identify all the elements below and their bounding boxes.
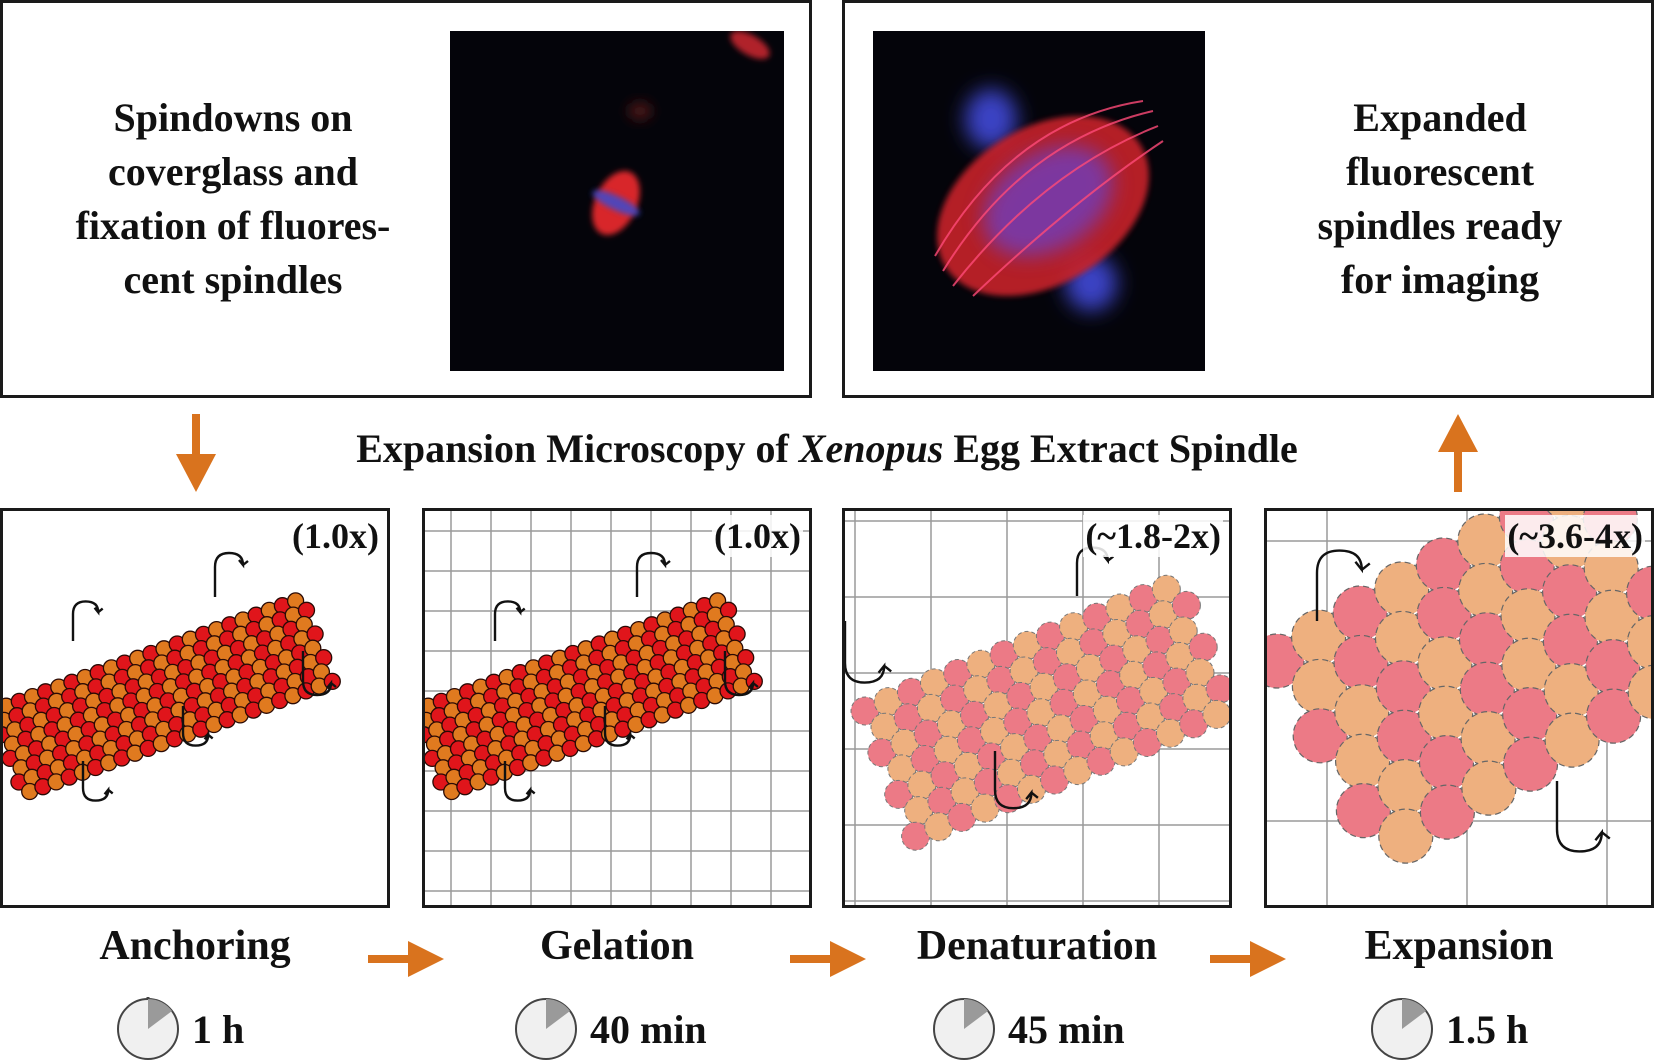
duration-value: 45 min: [1008, 1006, 1125, 1052]
protein-bead: [728, 625, 746, 643]
expanded-spindle-micrograph: [873, 31, 1205, 371]
duration-expansion: 1.5 h: [1370, 994, 1528, 1064]
expanded-line-2: fluorescent: [1345, 149, 1535, 194]
duration-anchoring: 1 h: [116, 994, 244, 1064]
right-arrow-icon: [1210, 941, 1286, 977]
expansion-factor-expansion: (~3.6-4x): [1505, 515, 1645, 557]
anchor-hook-icon: [723, 651, 759, 697]
anchor-hook-icon: [635, 551, 671, 597]
panel-expansion: (~3.6-4x): [1264, 508, 1654, 908]
title-prefix: Expansion Microscopy of: [356, 426, 799, 471]
panel-denaturation: (~1.8-2x): [842, 508, 1232, 908]
spindle-beads: [850, 574, 1229, 851]
duration-value: 40 min: [590, 1006, 707, 1052]
anchor-hook-icon: [181, 706, 214, 747]
protein-bead: [1627, 664, 1651, 720]
expansion-factor-denaturation: (~1.8-2x): [1083, 515, 1223, 557]
protein-bead: [1202, 699, 1229, 729]
anchor-hook-icon: [993, 751, 1039, 810]
protein-bead: [719, 601, 738, 619]
down-arrow-icon: [176, 414, 216, 492]
fixation-line-2: coverglass and: [108, 149, 358, 194]
fixation-line-1: Spindowns on: [113, 95, 353, 140]
step-label-denaturation: Denaturation: [916, 923, 1158, 969]
duration-value: 1 h: [192, 1006, 245, 1052]
duration-value: 1.5 h: [1446, 1006, 1529, 1052]
expanded-line-3: spindles ready: [1317, 203, 1563, 248]
anchor-hook-icon: [81, 761, 114, 802]
protein-bead: [737, 649, 755, 667]
denaturation-illustration: [845, 511, 1229, 905]
title-suffix: Egg Extract Spindle: [943, 426, 1298, 471]
step-label-expansion: Expansion: [1364, 923, 1554, 969]
anchor-hook-icon: [1555, 781, 1611, 853]
protein-bead: [1544, 712, 1600, 768]
fixation-box: Spindowns on coverglass and fixation of …: [0, 0, 812, 398]
protein-bead: [1292, 708, 1348, 764]
expanded-description: Expanded fluorescent spindles ready for …: [1245, 91, 1635, 307]
protein-bead: [1586, 688, 1642, 744]
protein-bead: [1502, 736, 1559, 792]
clock-icon: [1371, 998, 1433, 1060]
panel-anchoring: (1.0x): [0, 508, 390, 908]
fixation-line-4: cent spindles: [123, 257, 343, 302]
fixation-line-3: fixation of fluores-: [75, 203, 391, 248]
clock-icon: [117, 997, 179, 1060]
spindle-beads: [1267, 511, 1651, 864]
anchor-hook-icon: [1315, 549, 1371, 621]
anchor-hook-icon: [71, 600, 104, 641]
duration-denaturation: 45 min: [932, 994, 1125, 1064]
anchoring-illustration: [3, 551, 341, 802]
fixation-description: Spindowns on coverglass and fixation of …: [33, 91, 433, 307]
expanded-line-4: for imaging: [1340, 257, 1540, 302]
step-label-gelation: Gelation: [540, 923, 694, 969]
figure-title: Expansion Microscopy of Xenopus Egg Extr…: [0, 425, 1654, 472]
protein-bead: [306, 625, 324, 643]
anchor-hook-icon: [213, 551, 249, 597]
protein-bead: [1188, 632, 1218, 662]
step-label-anchoring: Anchoring: [99, 923, 291, 969]
protein-bead: [297, 601, 316, 619]
duration-gelation: 40 min: [514, 994, 707, 1064]
gelation-illustration: [425, 511, 809, 905]
up-arrow-icon: [1438, 414, 1478, 492]
expanded-result-box: Expanded fluorescent spindles ready for …: [842, 0, 1654, 398]
anchor-hook-icon: [493, 600, 526, 641]
anchor-hook-icon: [603, 706, 636, 747]
panel-gelation: (1.0x): [422, 508, 812, 908]
right-arrow-icon: [368, 941, 444, 977]
protein-bead: [1626, 615, 1651, 670]
protein-bead: [1626, 565, 1651, 621]
unexpanded-spindle-micrograph: [450, 31, 784, 371]
spindle-beads: [3, 592, 341, 801]
anchor-hook-icon: [503, 761, 536, 802]
protein-bead: [315, 649, 333, 667]
right-arrow-icon: [790, 941, 866, 977]
anchor-hook-icon: [845, 621, 892, 684]
clock-icon: [515, 998, 577, 1060]
clock-icon: [933, 998, 995, 1060]
spindle-beads: [425, 592, 763, 801]
expanded-line-1: Expanded: [1353, 95, 1527, 140]
expansion-factor-anchoring: (1.0x): [290, 515, 381, 557]
anchor-hook-icon: [301, 651, 337, 697]
protein-bead: [1171, 590, 1201, 620]
expansion-illustration: [1267, 511, 1651, 905]
title-species: Xenopus: [798, 426, 944, 471]
expansion-factor-gelation: (1.0x): [712, 515, 803, 557]
